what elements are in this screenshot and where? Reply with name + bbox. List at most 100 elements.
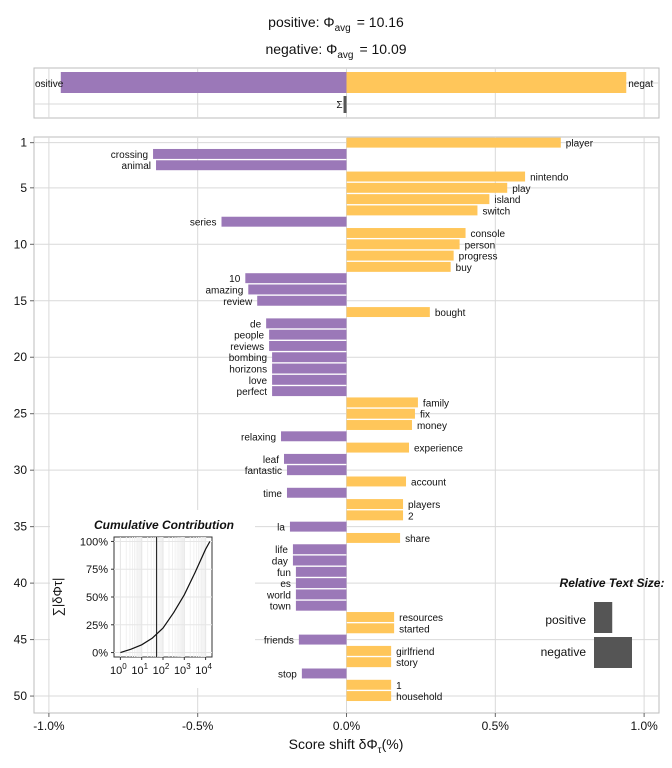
word-bar bbox=[295, 589, 347, 600]
inset-x-tick-base: 10 bbox=[153, 665, 165, 677]
y-tick-label: 1 bbox=[20, 136, 27, 150]
inset-x-tick-base: 10 bbox=[195, 665, 207, 677]
inset-y-tick-label: 25% bbox=[86, 620, 108, 632]
word-label: money bbox=[417, 421, 447, 432]
relative-text-size-legend: Relative Text Size: positive negative bbox=[541, 576, 665, 668]
word-label: girlfriend bbox=[396, 647, 434, 658]
word-bar bbox=[272, 374, 347, 385]
word-bar bbox=[272, 363, 347, 374]
word-label: amazing bbox=[205, 285, 243, 296]
word-label: account bbox=[411, 477, 446, 488]
word-label: island bbox=[494, 195, 520, 206]
inset-y-tick-label: 75% bbox=[86, 564, 108, 576]
word-bar bbox=[257, 295, 347, 306]
word-bar bbox=[346, 261, 451, 272]
word-label: started bbox=[399, 624, 430, 635]
x-axis-title: Score shift δΦτ(%) bbox=[289, 736, 404, 756]
inset-x-tick-base: 10 bbox=[131, 665, 143, 677]
word-bar bbox=[346, 442, 409, 453]
summary-sum-bar bbox=[343, 96, 347, 113]
header-negative-sub: avg bbox=[337, 50, 353, 61]
word-bar bbox=[289, 521, 347, 532]
word-bar bbox=[346, 307, 430, 318]
word-label: bought bbox=[435, 308, 466, 319]
word-bar bbox=[346, 645, 392, 656]
y-tick-label: 50 bbox=[14, 689, 28, 703]
word-bar bbox=[346, 420, 412, 430]
word-label: review bbox=[223, 297, 253, 308]
word-label: crossing bbox=[111, 150, 148, 161]
word-label: animal bbox=[122, 161, 151, 172]
inset-y-tick-label: 50% bbox=[86, 592, 108, 604]
x-tick-label: -0.5% bbox=[182, 719, 214, 733]
word-bar bbox=[346, 239, 460, 250]
header-line-1: positive: Φavg = 10.16 bbox=[268, 14, 404, 34]
word-bar bbox=[298, 634, 347, 645]
word-bar bbox=[281, 431, 347, 442]
header-positive-value: = 10.16 bbox=[357, 14, 404, 30]
word-bar bbox=[346, 408, 415, 419]
inset-x-tick-label: 102 bbox=[153, 662, 170, 677]
word-label: family bbox=[423, 398, 449, 409]
x-tick-label: 1.0% bbox=[630, 719, 658, 733]
word-label: love bbox=[249, 376, 268, 387]
inset-x-tick-base: 10 bbox=[174, 665, 186, 677]
inset-cumulative-curve bbox=[120, 541, 211, 654]
word-label: console bbox=[471, 229, 506, 240]
inset-x-tick-base: 10 bbox=[110, 665, 122, 677]
inset-x-tick-label: 104 bbox=[195, 662, 212, 677]
size-legend-title: Relative Text Size: bbox=[560, 576, 665, 590]
size-legend-box bbox=[594, 602, 613, 633]
x-tick-label: 0.0% bbox=[333, 719, 361, 733]
word-label: la bbox=[277, 523, 285, 534]
summary-negative-bar bbox=[60, 72, 347, 93]
inset-x-tick-label: 103 bbox=[174, 662, 191, 677]
word-bar bbox=[245, 273, 347, 284]
word-label: experience bbox=[414, 444, 463, 455]
y-tick-label: 15 bbox=[14, 294, 28, 308]
word-label: bombing bbox=[229, 353, 267, 364]
size-legend-box bbox=[594, 637, 632, 668]
inset-title: Cumulative Contribution bbox=[94, 518, 234, 532]
word-label: day bbox=[272, 557, 288, 568]
inset-x-tick-exponent: 3 bbox=[186, 662, 191, 671]
word-label: series bbox=[190, 218, 217, 229]
cumulative-inset: Cumulative Contribution100%75%50%25%0%10… bbox=[50, 510, 255, 688]
x-axis-title-suffix: (%) bbox=[382, 736, 404, 752]
word-bar bbox=[292, 555, 347, 566]
word-label: de bbox=[250, 319, 262, 330]
word-label: 10 bbox=[229, 274, 241, 285]
word-bar bbox=[284, 453, 347, 464]
y-tick-label: 45 bbox=[14, 633, 28, 647]
word-label: leaf bbox=[263, 455, 279, 466]
word-label: 2 bbox=[408, 511, 414, 522]
summary-sum-label: Σ bbox=[336, 100, 342, 111]
word-bar bbox=[346, 137, 561, 148]
word-bar bbox=[266, 318, 347, 329]
inset-y-tick-label: 0% bbox=[92, 648, 108, 660]
inset-x-tick-exponent: 2 bbox=[165, 662, 170, 671]
word-bar bbox=[269, 329, 347, 340]
word-bar bbox=[346, 532, 401, 543]
y-tick-label: 10 bbox=[14, 237, 28, 251]
word-bar bbox=[156, 160, 347, 171]
word-bar bbox=[346, 228, 466, 238]
word-bar bbox=[272, 386, 347, 397]
y-tick-label: 20 bbox=[14, 350, 28, 364]
header-line-2: negative: Φavg = 10.09 bbox=[265, 41, 406, 61]
word-bar bbox=[346, 182, 508, 193]
summary-right-label: negat bbox=[628, 79, 653, 90]
word-bar bbox=[221, 216, 347, 227]
size-legend-label: negative bbox=[541, 645, 587, 659]
word-bar bbox=[272, 352, 347, 363]
word-label: fantastic bbox=[245, 466, 282, 477]
word-label: buy bbox=[456, 263, 472, 274]
word-label: time bbox=[263, 489, 282, 500]
word-label: players bbox=[408, 500, 440, 511]
word-bar bbox=[346, 657, 392, 668]
inset-y-tick-label: 100% bbox=[80, 536, 108, 548]
word-bar bbox=[346, 510, 404, 521]
word-bar bbox=[153, 148, 347, 159]
word-label: fun bbox=[277, 568, 291, 579]
